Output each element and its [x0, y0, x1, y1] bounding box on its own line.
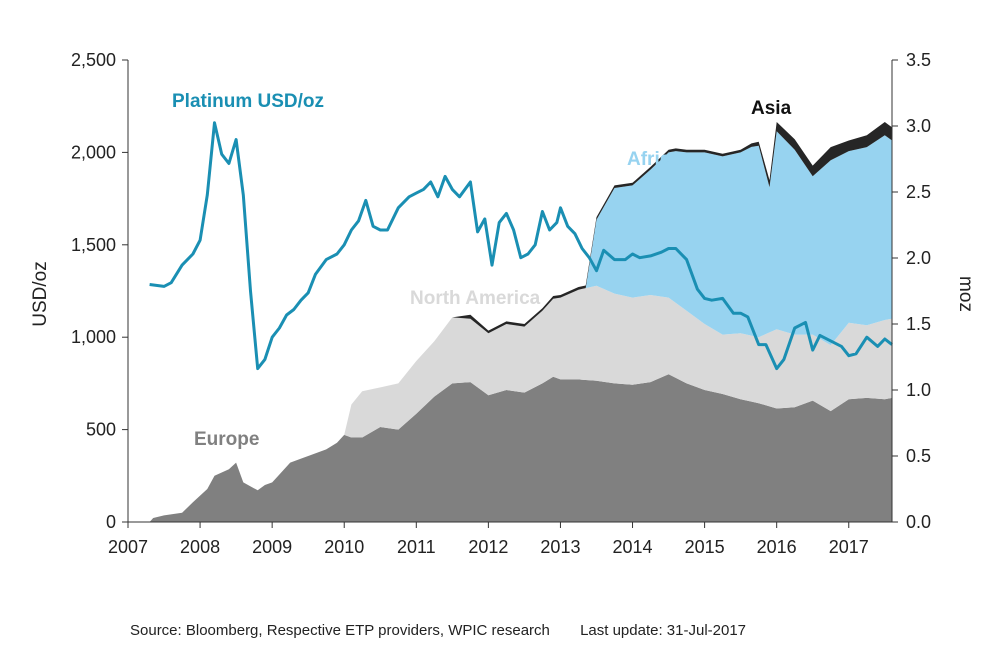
x-tick-label: 2017	[829, 537, 869, 557]
x-tick-label: 2016	[757, 537, 797, 557]
right-tick-label: 0.5	[906, 446, 931, 466]
x-tick-label: 2014	[613, 537, 653, 557]
area-asia	[149, 122, 893, 522]
area-africa	[149, 131, 893, 523]
source-text: Source: Bloomberg, Respective ETP provid…	[130, 622, 550, 639]
platinum-price-line	[149, 121, 893, 371]
label-asia: Asia	[751, 98, 792, 119]
left-tick-label: 500	[86, 420, 116, 440]
right-tick-label: 1.5	[906, 314, 931, 334]
left-tick-label: 2,000	[71, 142, 116, 162]
left-axis-title: USD/oz	[30, 261, 51, 326]
label-europe: Europe	[194, 429, 259, 450]
right-axis-title: moz	[955, 276, 976, 312]
right-tick-label: 3.5	[906, 50, 931, 70]
right-tick-label: 1.0	[906, 380, 931, 400]
left-tick-label: 0	[106, 512, 116, 532]
last-update-text: Last update: 31-Jul-2017	[580, 622, 747, 639]
left-tick-label: 1,500	[71, 235, 116, 255]
right-tick-label: 2.5	[906, 182, 931, 202]
area-europe	[149, 374, 893, 522]
x-tick-label: 2007	[108, 537, 148, 557]
source-note: Source: Bloomberg, Respective ETP provid…	[130, 622, 772, 639]
label-africa: Africa	[627, 149, 681, 170]
x-tick-label: 2015	[685, 537, 725, 557]
x-tick-label: 2010	[324, 537, 364, 557]
label-platinum: Platinum USD/oz	[172, 91, 324, 112]
left-tick-label: 2,500	[71, 50, 116, 70]
x-tick-label: 2011	[397, 537, 436, 557]
area-north-america	[149, 285, 893, 522]
label-north-america: North America	[410, 288, 541, 309]
stacked-areas	[149, 122, 893, 523]
axes: 0 500 1,000 1,500 2,000 2,500 0.0 0.5 1.0 1.5 2.0 2…	[71, 50, 931, 557]
right-tick-label: 3.0	[906, 116, 931, 136]
price-line-layer	[149, 121, 893, 371]
right-tick-label: 2.0	[906, 248, 931, 268]
x-tick-label: 2009	[252, 537, 292, 557]
right-tick-label: 0.0	[906, 512, 931, 532]
left-tick-label: 1,000	[71, 327, 116, 347]
x-tick-label: 2008	[180, 537, 220, 557]
x-tick-label: 2013	[540, 537, 580, 557]
x-tick-label: 2012	[468, 537, 508, 557]
